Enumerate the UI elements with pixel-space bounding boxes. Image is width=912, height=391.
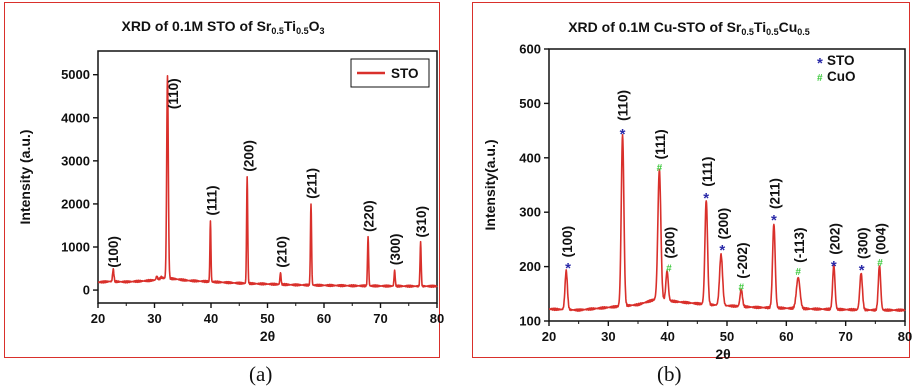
y-axis-label: Intensity(a.u.) — [482, 139, 498, 230]
y-tick-label: 0 — [83, 283, 90, 298]
x-tick-label: 60 — [317, 311, 331, 326]
series-line-pattern — [548, 134, 906, 312]
peak-label: (200) — [662, 227, 677, 259]
x-tick-label: 40 — [660, 329, 674, 344]
chart-title-part: 3 — [319, 26, 324, 36]
legend-label-sto: STO — [391, 66, 419, 81]
sto-peak-marker: * — [620, 126, 626, 143]
legend-marker-cuo: # — [817, 73, 823, 84]
chart-title-part: Ti — [754, 19, 766, 35]
peak-label: (211) — [305, 168, 320, 199]
chart-title-main: XRD of 0.1M STO of Sr — [121, 18, 271, 34]
peak-label: (202) — [827, 223, 842, 255]
sto-peak-marker: * — [831, 258, 837, 275]
chart-title-main: XRD of 0.1M Cu-STO of Sr — [568, 19, 742, 35]
x-tick-label: 30 — [147, 311, 161, 326]
chart-panel-b: XRD of 0.1M Cu-STO of Sr0.5Ti0.5Cu0.5 20 3… — [472, 2, 912, 362]
y-axis-label: Intensity (a.u.) — [17, 130, 33, 225]
caption-b: (b) — [657, 362, 682, 386]
y-tick-label: 1000 — [61, 240, 90, 255]
x-tick-label: 30 — [601, 329, 615, 344]
peak-label: (-113) — [792, 228, 807, 263]
sto-peak-marker: * — [771, 212, 777, 229]
chart-title-part: 0.5 — [741, 27, 754, 37]
caption-a: (a) — [249, 362, 273, 386]
sto-peak-marker: * — [703, 190, 709, 207]
cuo-peak-marker: # — [795, 267, 801, 278]
y-tick-label: 2000 — [61, 196, 90, 211]
y-tick-label: 600 — [519, 42, 541, 57]
peak-label: (100) — [106, 236, 121, 268]
peak-label: (300) — [855, 227, 870, 259]
peak-label: (111) — [653, 129, 668, 159]
peak-label: (310) — [414, 206, 429, 238]
cuo-peak-marker: # — [657, 163, 663, 174]
x-tick-label: 50 — [260, 311, 274, 326]
x-tick-label: 50 — [720, 329, 734, 344]
y-tick-label: 500 — [519, 96, 541, 111]
peak-label: (211) — [767, 178, 782, 209]
chart-panel-a: XRD of 0.1M STO of Sr0.5Ti0.5O3 20 30 40 50 6… — [4, 2, 444, 358]
legend-marker-sto: * — [817, 55, 823, 72]
y-tick-label: 4000 — [61, 110, 90, 125]
peak-label: (110) — [616, 90, 631, 121]
cuo-peak-marker: # — [877, 258, 883, 269]
chart-title-part: Cu — [779, 19, 798, 35]
x-tick-label: 20 — [542, 329, 556, 344]
peak-label: (200) — [241, 140, 256, 172]
chart-title: XRD of 0.1M STO of Sr0.5Ti0.5O3 — [121, 18, 324, 36]
peak-label: (220) — [362, 200, 377, 232]
peak-label: (111) — [205, 186, 220, 216]
peak-label: (100) — [560, 226, 575, 258]
chart-title: XRD of 0.1M Cu-STO of Sr0.5Ti0.5Cu0.5 — [568, 19, 810, 37]
peak-label: (-202) — [735, 243, 750, 279]
y-tick-label: 5000 — [61, 67, 90, 82]
chart-title-part: 0.5 — [296, 26, 309, 36]
x-tick-label: 80 — [430, 311, 444, 326]
legend: STO — [350, 58, 430, 88]
x-tick-label: 70 — [373, 311, 387, 326]
x-tick-label: 70 — [838, 329, 852, 344]
plot-frame — [97, 50, 438, 304]
peak-label: (200) — [716, 208, 731, 240]
x-tick-label: 40 — [204, 311, 218, 326]
chart-title-part: O — [309, 18, 320, 34]
x-tick-label: 80 — [898, 329, 912, 344]
chart-title-part: 0.5 — [271, 26, 284, 36]
peak-label: (300) — [388, 234, 403, 266]
cuo-peak-marker: # — [666, 264, 672, 275]
peak-label: (210) — [275, 236, 290, 268]
cuo-peak-marker: # — [738, 283, 744, 294]
peak-label: (110) — [166, 78, 181, 109]
plot-frame — [548, 48, 906, 322]
peak-label: (004) — [874, 223, 889, 255]
xrd-chart-cu-sto: XRD of 0.1M Cu-STO of Sr0.5Ti0.5Cu0.520 3… — [482, 19, 912, 362]
legend-label-sto: STO — [827, 53, 855, 68]
y-tick-label: 3000 — [61, 153, 90, 168]
chart-title-part: 0.5 — [797, 27, 810, 37]
x-axis-label: 2θ — [715, 346, 730, 362]
chart-title-part: Ti — [284, 18, 296, 34]
y-tick-label: 300 — [519, 205, 541, 220]
legend-label-cuo: CuO — [827, 69, 856, 84]
y-tick-label: 100 — [519, 314, 541, 329]
y-tick-label: 200 — [519, 259, 541, 274]
legend: * STO # CuO — [817, 53, 856, 84]
x-axis-label: 2θ — [260, 328, 275, 344]
sto-peak-marker: * — [859, 262, 865, 279]
sto-peak-marker: * — [719, 242, 725, 259]
chart-title-part: 0.5 — [766, 27, 779, 37]
y-tick-label: 400 — [519, 150, 541, 165]
sto-peak-marker: * — [565, 260, 571, 277]
x-tick-label: 20 — [91, 311, 105, 326]
x-tick-label: 60 — [779, 329, 793, 344]
peak-label: (111) — [700, 157, 715, 187]
series-line-sto — [97, 74, 438, 289]
